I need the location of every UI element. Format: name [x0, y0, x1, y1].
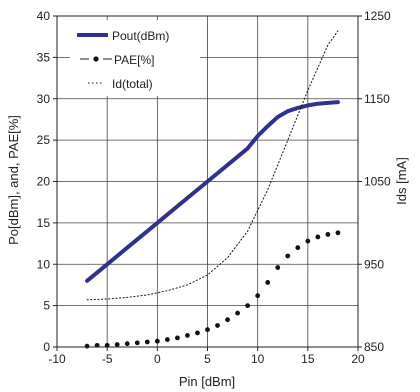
y-tick-label: 35	[37, 50, 51, 64]
pae-point	[245, 303, 251, 309]
legend-swatch-pae	[93, 56, 99, 62]
pae-point	[124, 341, 130, 347]
pae-point	[215, 323, 220, 328]
y-tick-label: 5	[43, 299, 50, 313]
x-tick-label: 5	[204, 352, 211, 366]
pae-point	[275, 265, 281, 270]
y2-tick-label: 850	[364, 340, 384, 354]
y-tick-label: 25	[37, 133, 51, 147]
x-tick-label: -10	[48, 352, 66, 366]
pae-point	[195, 330, 200, 336]
y-tick-label: 20	[37, 175, 51, 189]
tick-labels: -10 -5 0 5 10 15 20 0 5 10 15 20 25 30 35 40 850 950 1050 1…	[37, 9, 391, 366]
y-tick-label: 40	[37, 9, 51, 23]
pae-point	[265, 280, 271, 285]
y-tick-label: 0	[43, 340, 50, 354]
y-tick-label: 30	[37, 92, 51, 106]
pae-point	[235, 310, 241, 316]
pae-point	[295, 245, 301, 251]
pae-point	[175, 335, 180, 341]
pae-point	[255, 293, 261, 299]
pae-point	[335, 230, 341, 236]
x-tick-label: -5	[102, 352, 113, 366]
x-tick-label: 0	[154, 352, 161, 366]
pout-line	[85, 100, 340, 283]
pae-point	[285, 253, 291, 259]
y2-tick-label: 1250	[364, 9, 391, 23]
legend-label-pout: Pout(dBm)	[112, 29, 169, 43]
pae-point	[225, 317, 230, 323]
pae-point	[325, 232, 331, 237]
pae-point	[114, 342, 120, 347]
pae-point	[144, 339, 150, 345]
legend-label-id: Id(total)	[112, 77, 153, 91]
y-axis-label: Po[dBm], and, PAE[%]	[6, 115, 21, 245]
pae-point	[305, 238, 311, 244]
x-tick-label: 20	[351, 352, 365, 366]
y2-tick-label: 950	[364, 257, 384, 271]
y2-axis-label: Ids [mA]	[394, 157, 409, 205]
pae-point	[205, 327, 210, 333]
y-tick-label: 10	[37, 257, 51, 271]
id-total-line	[86, 30, 339, 301]
legend-label-pae: PAE[%]	[114, 53, 154, 67]
pae-point	[84, 343, 90, 349]
x-tick-label: 10	[251, 352, 265, 366]
pae-point	[164, 337, 170, 342]
x-axis-label: Pin [dBm]	[179, 374, 235, 389]
x-tick-label: 15	[301, 352, 315, 366]
legend: Pout(dBm) PAE[%] Id(total)	[70, 20, 200, 96]
pae-point	[315, 234, 321, 240]
pae-point	[185, 333, 190, 338]
legend-background	[70, 20, 200, 96]
y-tick-label: 15	[37, 216, 51, 230]
pae-point	[134, 340, 140, 346]
pae-point	[154, 338, 160, 344]
y2-tick-label: 1050	[364, 175, 391, 189]
plot-frame	[56, 15, 359, 348]
y2-tick-label: 1150	[364, 92, 390, 106]
